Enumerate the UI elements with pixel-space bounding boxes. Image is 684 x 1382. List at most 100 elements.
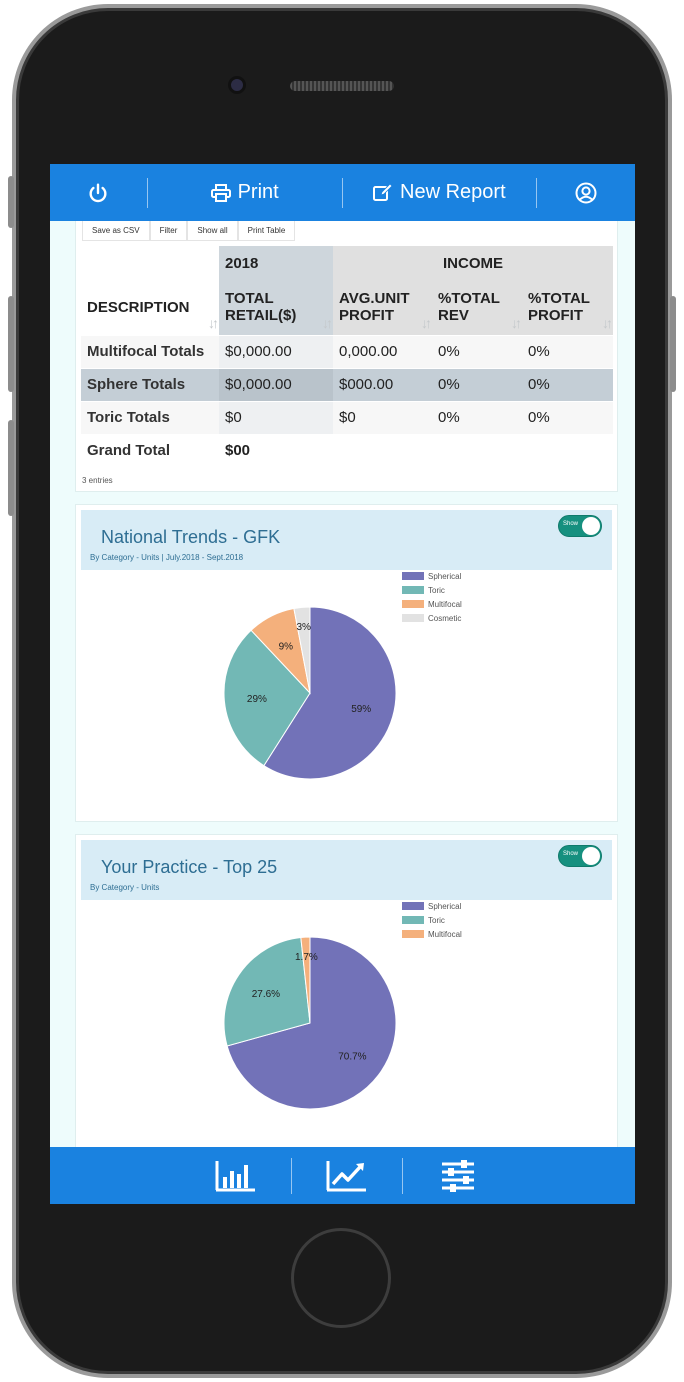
home-button[interactable] — [291, 1228, 391, 1328]
national-trends-card: National Trends - GFK By Category - Unit… — [75, 504, 618, 822]
table-cell: 0% — [522, 400, 613, 434]
table-row: Multifocal Totals $0,000.00 0,000.00 0% … — [81, 334, 613, 368]
divider — [341, 177, 343, 208]
nav-trends-button[interactable] — [292, 1147, 402, 1204]
content-scroll[interactable]: Save as CSV Filter Show all Print Table … — [50, 221, 635, 1154]
grand-total-value: $00 — [219, 433, 333, 467]
show-toggle[interactable]: Show — [558, 845, 602, 867]
sort-icon: ↓↑ — [511, 314, 522, 331]
column-header-avg-unit-profit[interactable]: AVG.UNIT PROFIT ↓↑ — [333, 280, 432, 335]
column-header-total-profit[interactable]: %TOTAL PROFIT ↓↑ — [522, 280, 613, 335]
user-button[interactable] — [537, 164, 635, 221]
toggle-knob — [582, 517, 600, 535]
table-cell — [333, 433, 432, 467]
divider — [536, 177, 538, 208]
pie-chart-national: 59% 29% 9%3% Spherical Toric Multifocal Cosmet… — [223, 572, 462, 780]
toggle-label: Show — [563, 851, 579, 857]
table-row: Sphere Totals $0,000.00 $000.00 0% 0% — [81, 367, 613, 401]
pie-slice-spherical[interactable] — [226, 936, 397, 1110]
nav-reports-button[interactable] — [181, 1147, 291, 1204]
front-camera — [228, 76, 246, 94]
sliders-icon — [442, 1159, 474, 1192]
table-cell: $0 — [333, 400, 432, 434]
nav-settings-button[interactable] — [403, 1147, 513, 1204]
group-header-year: 2018 — [219, 246, 333, 280]
pie-slice-multifocal[interactable] — [300, 936, 311, 1024]
legend-label[interactable]: Toric — [428, 586, 445, 595]
table-cell: $0,000.00 — [219, 334, 333, 368]
grand-total-row: Grand Total $00 — [81, 433, 613, 467]
line-chart-icon — [326, 1160, 366, 1191]
table-cell: 0% — [432, 400, 522, 434]
group-header-income: INCOME — [333, 246, 613, 280]
table-toolbar: Save as CSV Filter Show all Print Table — [82, 221, 296, 241]
divider — [402, 1157, 403, 1194]
slice-label: 27.6% — [252, 989, 280, 1000]
power-button[interactable] — [50, 164, 147, 221]
volume-up-button — [8, 296, 14, 392]
column-header-total-retail[interactable]: TOTAL RETAIL($) ↓↑ — [219, 280, 333, 335]
table-cell: 0,000.00 — [333, 334, 432, 368]
pie-slice-cosmetic[interactable] — [293, 606, 311, 694]
legend-swatch — [402, 614, 424, 622]
legend-swatch — [402, 930, 424, 938]
show-all-button[interactable]: Show all — [187, 221, 238, 241]
table-cell: Multifocal Totals — [81, 334, 219, 368]
user-circle-icon — [575, 182, 597, 203]
power-side-button — [670, 296, 676, 392]
legend-label[interactable]: Multifocal — [428, 930, 462, 939]
bar-chart-icon — [215, 1160, 255, 1191]
legend-swatch — [402, 572, 424, 580]
table-row: Toric Totals $0 $0 0% 0% — [81, 400, 613, 434]
mute-switch — [8, 176, 14, 228]
pie-chart-practice: 70.7% 27.6% 1.7% Spherical Toric Multifocal — [223, 902, 462, 1110]
slice-label: 59% — [351, 704, 371, 715]
legend-label[interactable]: Spherical — [428, 572, 462, 581]
pie-slice-spherical[interactable] — [263, 606, 397, 780]
show-toggle[interactable]: Show — [558, 515, 602, 537]
divider — [146, 177, 148, 208]
card-header: Your Practice - Top 25 By Category - Uni… — [81, 840, 612, 900]
table-cell: Toric Totals — [81, 400, 219, 434]
sort-icon: ↓↑ — [421, 314, 432, 331]
card-subtitle: By Category - Units — [90, 883, 160, 892]
filter-button[interactable]: Filter — [149, 221, 188, 241]
report-table-card: Save as CSV Filter Show all Print Table … — [75, 221, 618, 492]
edit-icon — [373, 183, 393, 201]
header-blank — [81, 246, 219, 280]
slice-label: 1.7% — [295, 952, 318, 963]
grand-total-label: Grand Total — [81, 433, 219, 467]
table-cell: 0% — [432, 334, 522, 368]
legend-swatch — [402, 902, 424, 910]
toggle-label: Show — [563, 521, 579, 527]
save-csv-button[interactable]: Save as CSV — [82, 221, 150, 241]
column-header-total-rev[interactable]: %TOTAL REV ↓↑ — [432, 280, 522, 335]
table-cell: Sphere Totals — [81, 367, 219, 401]
table-cell: 0% — [522, 367, 613, 401]
pie-slice-toric[interactable] — [223, 629, 311, 767]
legend-label[interactable]: Cosmetic — [428, 614, 461, 623]
printer-icon — [210, 183, 231, 202]
table-cell — [432, 433, 522, 467]
legend-swatch — [402, 586, 424, 594]
column-label: %TOTAL REV — [438, 290, 500, 325]
legend-label[interactable]: Multifocal — [428, 600, 462, 609]
print-button[interactable]: Print — [148, 164, 342, 221]
bottom-nav — [50, 1147, 635, 1204]
column-header-description[interactable]: DESCRIPTION ↓↑ — [81, 280, 219, 335]
table-cell: $0 — [219, 400, 333, 434]
legend-label[interactable]: Spherical — [428, 902, 462, 911]
volume-down-button — [8, 420, 14, 516]
pie-slice-toric[interactable] — [223, 936, 311, 1047]
table-cell: $0,000.00 — [219, 367, 333, 401]
new-report-button[interactable]: New Report — [343, 164, 537, 221]
legend-label[interactable]: Toric — [428, 916, 445, 925]
report-table: 2018 INCOME DESCRIPTION ↓↑ TOTAL RETAIL($… — [81, 246, 613, 467]
slice-label: 29% — [247, 694, 267, 705]
legend-swatch — [402, 916, 424, 924]
sort-icon: ↓↑ — [208, 314, 219, 331]
print-table-button[interactable]: Print Table — [237, 221, 296, 241]
card-header: National Trends - GFK By Category - Unit… — [81, 510, 612, 570]
divider — [291, 1157, 292, 1194]
sort-icon: ↓↑ — [322, 314, 333, 331]
